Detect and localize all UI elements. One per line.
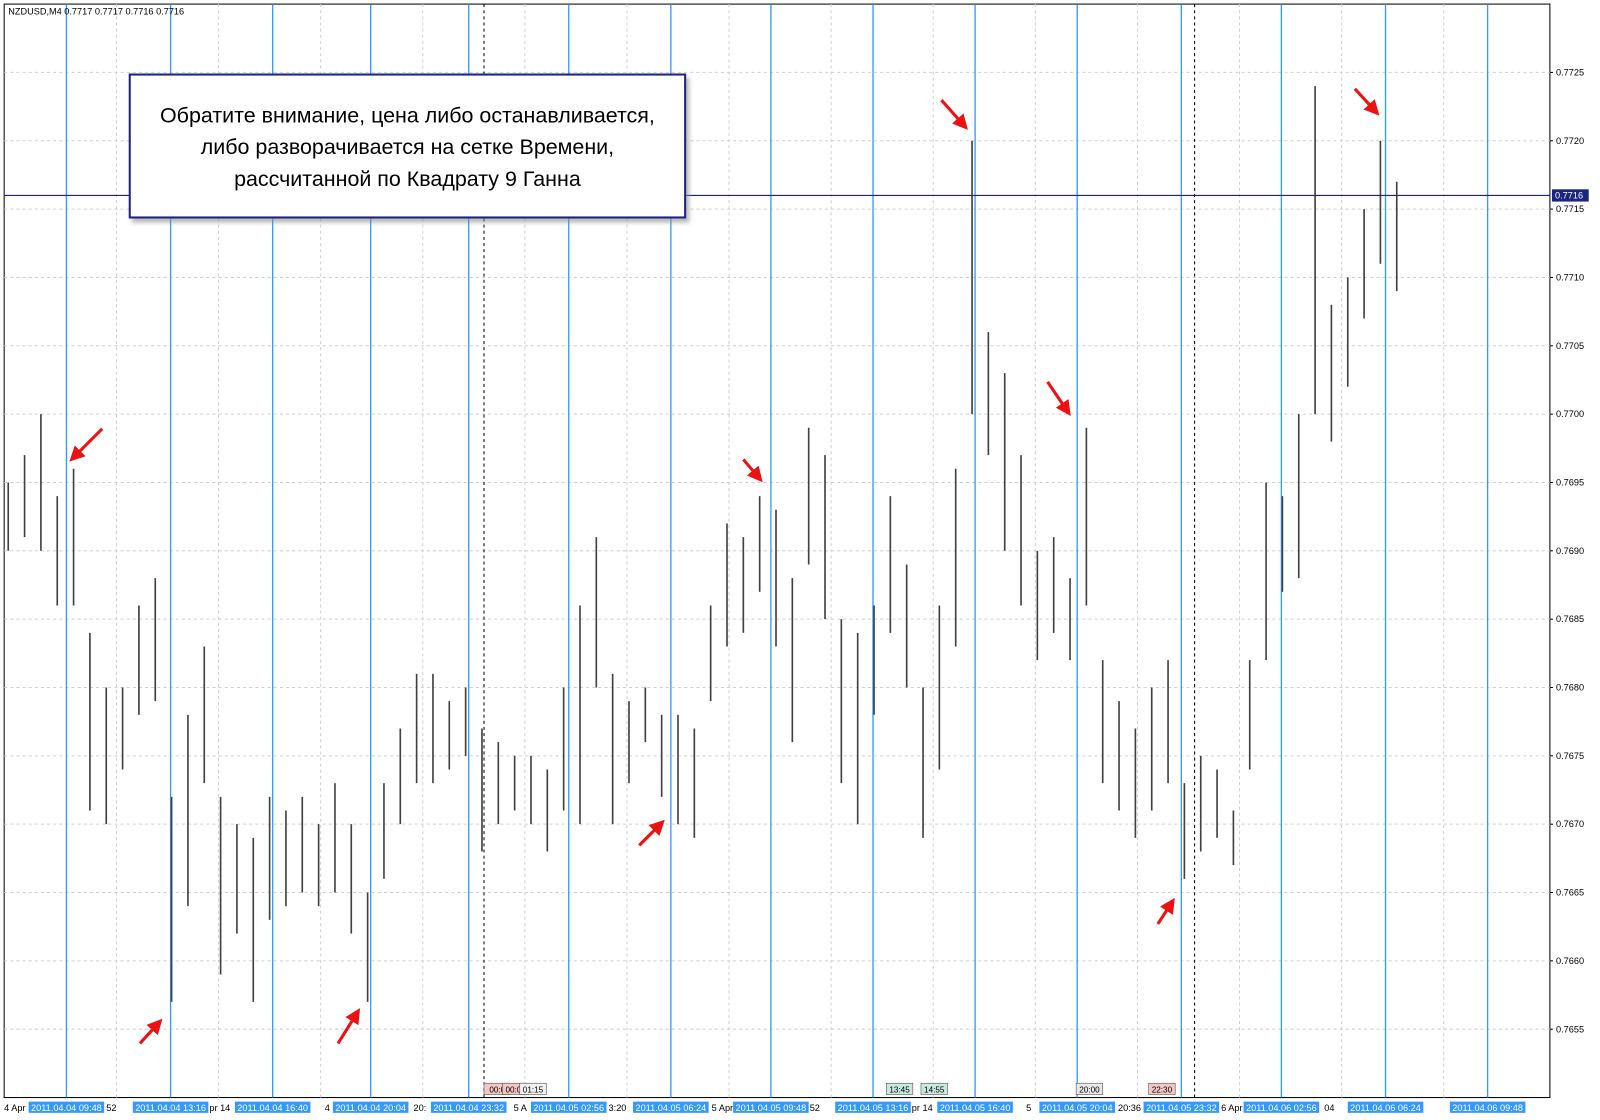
x-axis-fragment: 6 Apr	[1221, 1103, 1242, 1113]
event-marker	[1075, 1082, 1104, 1095]
chart-title: NZDUSD,M4 0.7717 0.7717 0.7716 0.7716	[8, 6, 184, 16]
time-label: 2011.04.04 20:04	[335, 1103, 406, 1113]
event-marker-label: 00:0	[489, 1085, 505, 1094]
annotation-frame	[128, 73, 687, 219]
y-tick-label: 0.7665	[1556, 888, 1584, 898]
arrows	[69, 87, 1380, 1045]
x-axis-fragment: 20:36	[1118, 1103, 1141, 1113]
x-axis-fragment: pr 14	[209, 1103, 230, 1113]
event-marker	[885, 1082, 914, 1095]
time-label-bg	[1449, 1101, 1526, 1113]
time-label: 2011.04.04 13:16	[135, 1103, 206, 1113]
time-label-bg	[132, 1101, 209, 1113]
y-tick-label: 0.7685	[1556, 614, 1584, 624]
time-label-bg	[1039, 1101, 1115, 1113]
event-marker-label: 20:00	[1079, 1085, 1100, 1094]
time-label: 2011.04.06 06:24	[1350, 1103, 1421, 1113]
x-axis-fragment: 04	[1324, 1103, 1334, 1113]
time-label: 2011.04.06 02:56	[1246, 1103, 1317, 1113]
annotation-box: Обратите внимание, цена либо останавлива…	[128, 73, 687, 219]
x-axis-fragment: 5	[1026, 1103, 1031, 1113]
time-label-bg	[1143, 1101, 1220, 1113]
x-axis-fragment: 5 A	[514, 1103, 528, 1113]
time-axis: 2011.04.04 09:48 2011.04.04 13:16 2011.04.…	[4, 1082, 1526, 1113]
event-marker	[1148, 1082, 1176, 1095]
event-marker	[920, 1082, 948, 1095]
x-axis-fragment: 5 Apr	[712, 1103, 733, 1113]
time-label: 2011.04.04 23:32	[433, 1103, 504, 1113]
annotation-line: Обратите внимание, цена либо останавлива…	[160, 104, 655, 128]
annotation-line: либо разворачивается на сетке Времени,	[201, 135, 614, 159]
y-tick-label: 0.7680	[1556, 683, 1584, 693]
time-label: 2011.04.06 09:48	[1452, 1103, 1523, 1113]
time-label: 2011.04.05 02:56	[533, 1103, 604, 1113]
current-price-label: 0.7716	[1555, 191, 1583, 201]
x-axis-fragment: 3:20	[609, 1103, 627, 1113]
y-tick-label: 0.7660	[1556, 956, 1584, 966]
time-label: 2011.04.04 09:48	[31, 1103, 102, 1113]
time-label-bg	[530, 1101, 607, 1113]
time-label-bg	[835, 1101, 911, 1113]
y-tick-label: 0.7720	[1556, 136, 1584, 146]
event-marker-label: 22:30	[1152, 1085, 1173, 1094]
annotation-line: рассчитанной по Квадрату 9 Ганна	[234, 167, 581, 191]
arrow	[638, 819, 665, 847]
time-label: 2011.04.05 20:04	[1042, 1103, 1113, 1113]
time-label-bg	[937, 1101, 1013, 1113]
time-label: 2011.04.05 16:40	[940, 1103, 1011, 1113]
arrow	[138, 1018, 163, 1045]
time-label-bg	[1243, 1101, 1320, 1113]
y-tick-label: 0.7715	[1556, 204, 1584, 214]
time-label-bg	[430, 1101, 507, 1113]
event-marker-label: 14:55	[924, 1085, 945, 1094]
time-label-bg	[1347, 1101, 1424, 1113]
time-label: 2011.04.04 16:40	[237, 1103, 308, 1113]
time-label: 2011.04.05 09:48	[736, 1103, 807, 1113]
x-axis-fragment: 20:	[414, 1103, 427, 1113]
time-label-bg	[733, 1101, 809, 1113]
x-axis-fragment: pr 14	[912, 1103, 933, 1113]
y-tick-label: 0.7700	[1556, 409, 1584, 419]
time-label-bg	[633, 1101, 709, 1113]
current-price-box	[1551, 189, 1589, 202]
x-axis-fragment: 52	[106, 1103, 116, 1113]
x-axis-fragment: 52	[810, 1103, 820, 1113]
y-tick-label: 0.7705	[1556, 341, 1584, 351]
arrow	[1046, 380, 1071, 417]
time-label: 2011.04.05 23:32	[1146, 1103, 1217, 1113]
arrow	[1156, 897, 1175, 925]
event-marker-label: 13:45	[889, 1085, 910, 1094]
event-marker-label: 00:00	[505, 1085, 526, 1094]
vertical-grid	[115, 4, 1445, 1098]
y-tick-label: 0.7675	[1556, 751, 1584, 761]
time-label: 2011.04.05 13:16	[838, 1103, 909, 1113]
y-tick-label: 0.7695	[1556, 478, 1584, 488]
time-label: 2011.04.05 06:24	[635, 1103, 706, 1113]
event-marker	[519, 1082, 547, 1095]
arrow	[336, 1008, 361, 1045]
y-tick-label: 0.7690	[1556, 546, 1584, 556]
arrow	[742, 458, 763, 483]
arrow	[940, 99, 968, 130]
y-tick-label: 0.7725	[1556, 67, 1584, 77]
arrow	[69, 427, 104, 462]
time-label-bg	[332, 1101, 409, 1113]
y-tick-label: 0.7670	[1556, 819, 1584, 829]
x-axis-fragment: 4 Apr	[4, 1103, 25, 1113]
y-tick-label: 0.7710	[1556, 273, 1584, 283]
grid: 0.7655 0.7660 0.7665 0.7670 0.7675 0.7680 0.76…	[4, 67, 1584, 1034]
time-label-bg	[234, 1101, 311, 1113]
bars	[7, 86, 1398, 1002]
x-axis-fragment: 4	[325, 1103, 330, 1113]
arrow	[1353, 87, 1380, 116]
event-marker-label: 01:15	[523, 1085, 544, 1094]
time-label-bg	[28, 1101, 105, 1113]
y-tick-label: 0.7655	[1556, 1024, 1584, 1034]
